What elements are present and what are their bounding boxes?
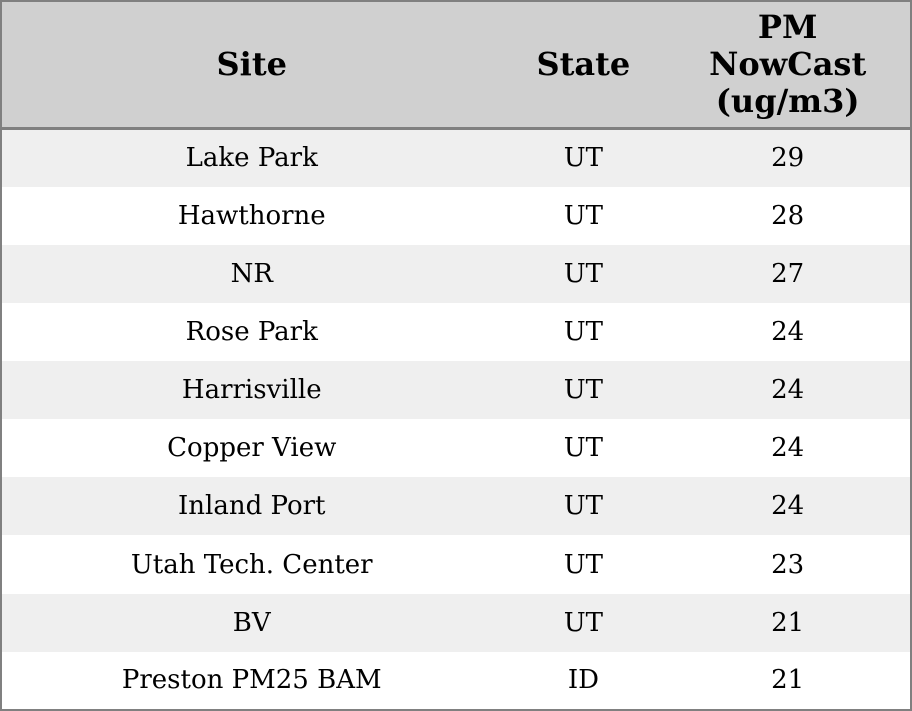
state-cell: UT <box>563 143 604 174</box>
state-cell: UT <box>563 375 604 406</box>
table-row: NR UT 27 <box>1 244 911 303</box>
table-row: Utah Tech. Center UT 23 <box>1 535 911 594</box>
pm-cell: 29 <box>771 143 805 174</box>
table-row: Inland Port UT 24 <box>1 477 911 536</box>
table-row: BV UT 21 <box>1 593 911 652</box>
column-header-site: Site <box>1 1 502 130</box>
state-cell: UT <box>563 200 604 231</box>
table-row: Lake Park UT 29 <box>1 128 911 187</box>
site-cell: NR <box>230 258 273 289</box>
pm-header-line-1: PM <box>757 7 818 46</box>
site-cell: Utah Tech. Center <box>130 549 373 580</box>
state-cell: UT <box>563 316 604 347</box>
site-cell: BV <box>232 607 271 638</box>
table-row: Copper View UT 24 <box>1 419 911 478</box>
table-body: Lake Park UT 29 Hawthorne UT 28 NR UT 27… <box>1 128 911 710</box>
table-row: Rose Park UT 24 <box>1 302 911 362</box>
table-row: Hawthorne UT 28 <box>1 186 911 245</box>
site-cell: Harrisville <box>181 375 322 406</box>
site-cell: Lake Park <box>185 143 318 174</box>
pm-header-line-2: NowCast <box>709 44 867 83</box>
pm-cell: 24 <box>771 433 805 464</box>
site-cell: Inland Port <box>178 491 326 522</box>
state-cell: UT <box>563 258 604 289</box>
pm-cell: 27 <box>771 258 805 289</box>
pm-cell: 21 <box>771 665 805 696</box>
state-cell: UT <box>563 549 604 580</box>
state-cell: UT <box>563 607 604 638</box>
site-cell: Hawthorne <box>177 200 326 231</box>
pm-cell: 24 <box>771 316 805 347</box>
pm-cell: 24 <box>771 491 805 522</box>
pm-cell: 21 <box>771 607 805 638</box>
column-header-pm-nowcast: PM NowCast (ug/m3) <box>665 1 911 130</box>
site-cell: Preston PM25 BAM <box>121 665 382 696</box>
state-cell: UT <box>563 491 604 522</box>
pm-header-line-3: (ug/m3) <box>715 82 860 121</box>
pm-cell: 24 <box>771 375 805 406</box>
table-row: Preston PM25 BAM ID 21 <box>1 651 911 710</box>
state-cell: UT <box>563 433 604 464</box>
column-header-state: State <box>501 1 666 130</box>
state-cell: ID <box>567 665 599 696</box>
table-header: Site State PM NowCast (ug/m3) <box>1 1 911 130</box>
header-row: Site State PM NowCast (ug/m3) <box>1 1 911 130</box>
table-row: Harrisville UT 24 <box>1 361 911 420</box>
pm-cell: 28 <box>771 200 805 231</box>
site-cell: Copper View <box>167 433 337 464</box>
site-cell: Rose Park <box>185 316 318 347</box>
pm-cell: 23 <box>771 549 805 580</box>
